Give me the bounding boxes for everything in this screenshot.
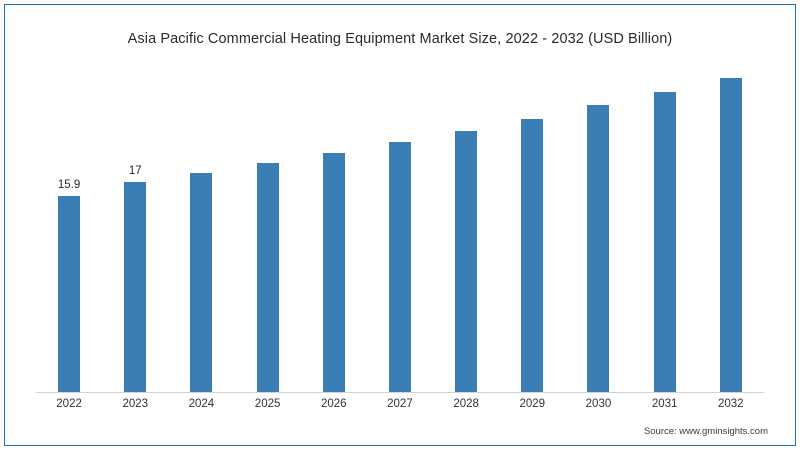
bar-group: 15.9 17: [36, 70, 764, 392]
bar-slot: [168, 70, 234, 392]
bar-2022[interactable]: [58, 196, 81, 392]
bar-2028[interactable]: [455, 131, 478, 392]
bar-slot: [301, 70, 367, 392]
x-tick-label: 2026: [320, 398, 347, 410]
x-tick-label: 2025: [254, 398, 281, 410]
bar-slot: [235, 70, 301, 392]
x-tick-label: 2023: [122, 398, 149, 410]
bar-value-label: 15.9: [57, 179, 81, 191]
bar-slot: [367, 70, 433, 392]
bar-2029[interactable]: [521, 119, 544, 392]
bar-2032[interactable]: [719, 78, 742, 392]
x-axis-line: [36, 392, 764, 393]
bar-2027[interactable]: [388, 142, 411, 392]
bar-slot: [499, 70, 565, 392]
x-tick-label: 2024: [188, 398, 215, 410]
x-tick-label: 2030: [585, 398, 612, 410]
bar-slot: [632, 70, 698, 392]
x-tick-label: 2022: [56, 398, 82, 410]
bar-2025[interactable]: [256, 163, 279, 392]
bar-2024[interactable]: [190, 173, 213, 392]
x-tick-label: 2028: [453, 398, 479, 410]
x-tick-label: 2029: [519, 398, 546, 410]
bar-value-label: 17: [128, 165, 142, 177]
bar-slot: [565, 70, 631, 392]
plot-area: 15.9 17: [36, 70, 764, 392]
bar-slot: 17: [102, 70, 168, 392]
x-tick-label: 2027: [387, 398, 413, 410]
x-tick-label: 2031: [651, 398, 678, 410]
source-attribution: Source: www.gminsights.com: [643, 426, 768, 437]
bar-2030[interactable]: [587, 105, 610, 392]
chart-title: Asia Pacific Commercial Heating Equipmen…: [127, 31, 673, 47]
bar-slot: [698, 70, 764, 392]
x-tick-label: 2032: [718, 398, 744, 410]
x-axis-tick-labels: 2022 2023 2024 2025 2026 2027 2028 2029 …: [36, 398, 764, 416]
chart-border: [4, 4, 796, 446]
bar-slot: [433, 70, 499, 392]
bar-2031[interactable]: [653, 92, 676, 392]
bar-2023[interactable]: [124, 182, 147, 392]
bar-slot: 15.9: [36, 70, 102, 392]
bar-2026[interactable]: [322, 153, 345, 392]
